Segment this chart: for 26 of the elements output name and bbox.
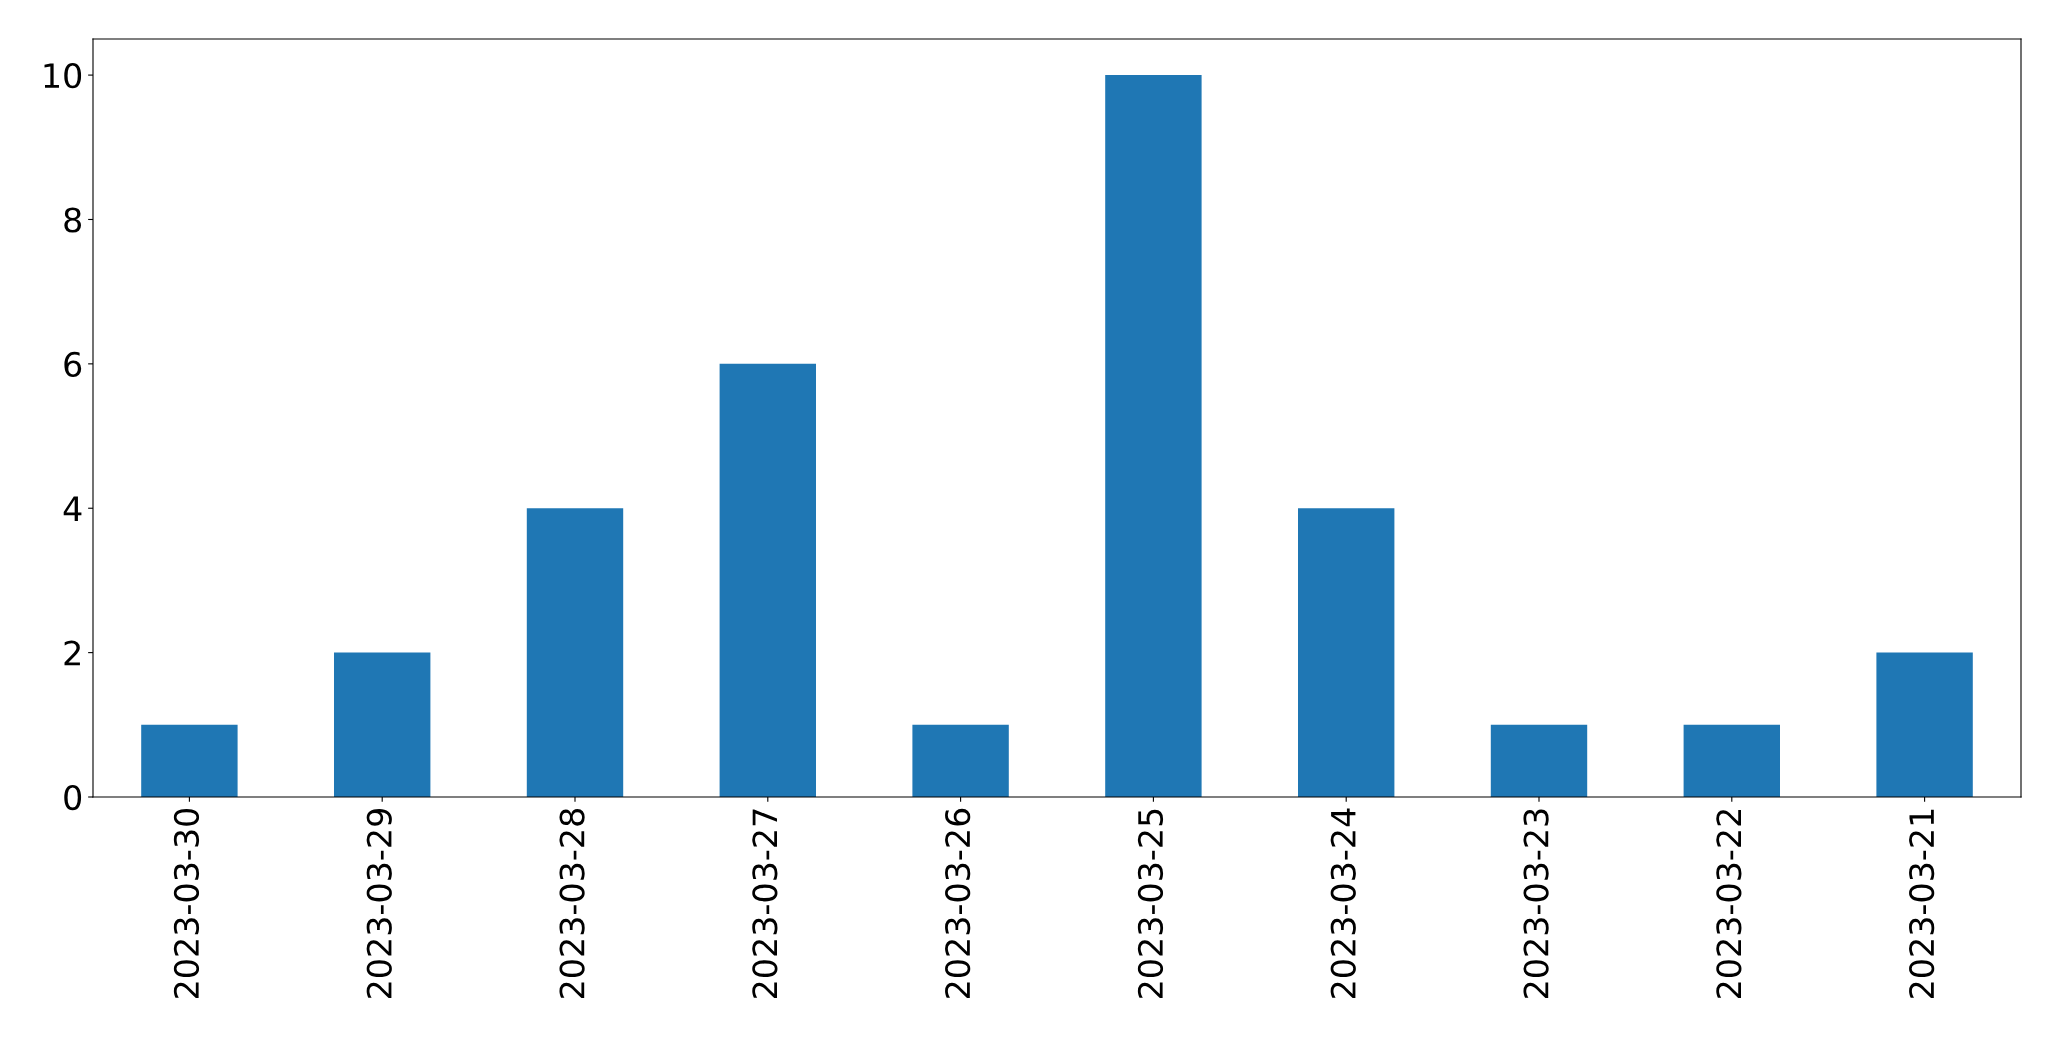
bar [912, 724, 1009, 797]
x-tick-label: 2023-03-21 [1909, 809, 1935, 998]
y-tick-label: 8 [64, 207, 81, 233]
x-tick-label: 2023-03-26 [945, 808, 971, 998]
y-tick-label: 10 [44, 63, 82, 89]
bar [334, 652, 431, 797]
bar [1298, 508, 1395, 797]
bar [141, 724, 238, 797]
bar [719, 363, 816, 797]
bar [1105, 75, 1202, 797]
bar [1490, 724, 1588, 797]
x-tick-label: 2023-03-22 [1716, 810, 1742, 998]
bar [1683, 724, 1780, 797]
x-tick-label: 2023-03-24 [1330, 808, 1356, 998]
x-tick-label: 2023-03-29 [366, 809, 392, 998]
bar [1876, 652, 1973, 797]
x-tick-label: 2023-03-25 [1137, 809, 1164, 998]
x-tick-label: 2023-03-23 [1523, 809, 1549, 998]
y-tick-label: 6 [64, 351, 82, 377]
bar [526, 508, 624, 797]
x-tick-label: 2023-03-27 [752, 809, 778, 998]
y-tick-label: 0 [64, 784, 82, 811]
y-tick-label: 4 [63, 496, 82, 521]
x-tick-label: 2023-03-28 [559, 809, 585, 998]
x-tick-label: 2023-03-30 [173, 808, 200, 998]
y-tick-label: 2 [64, 640, 80, 666]
